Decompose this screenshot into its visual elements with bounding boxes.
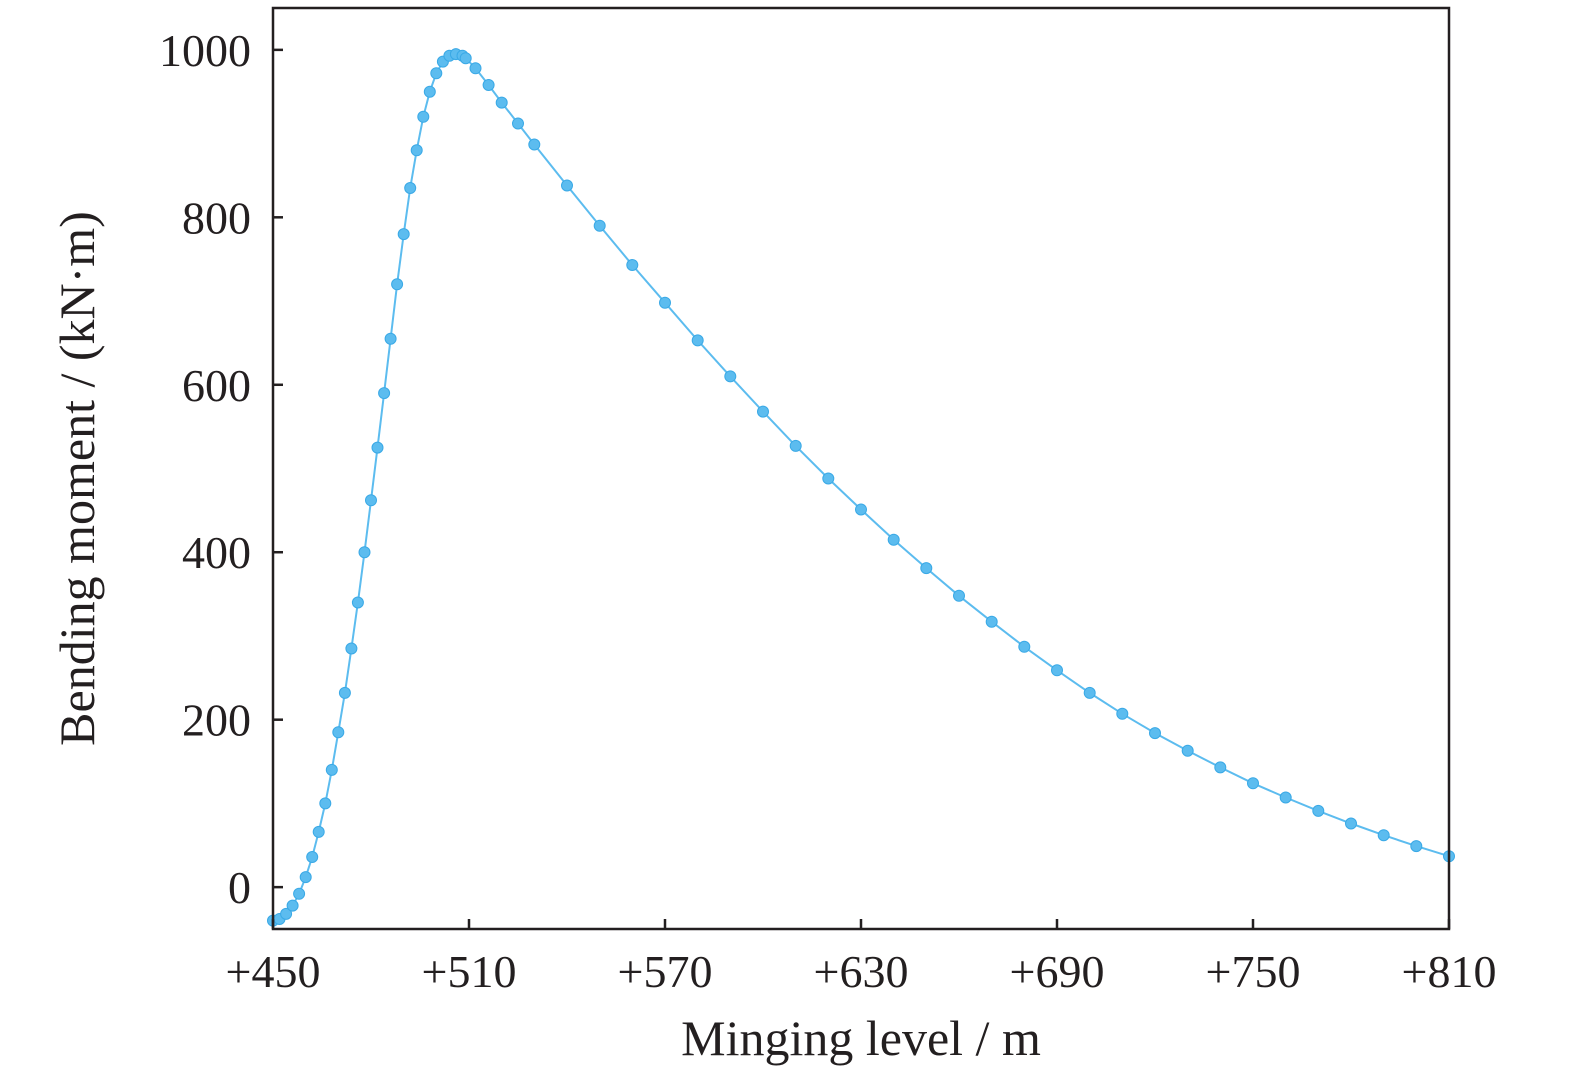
data-point xyxy=(430,67,443,80)
data-point xyxy=(293,887,306,900)
data-point xyxy=(1279,791,1292,804)
data-point xyxy=(345,642,358,655)
data-point xyxy=(423,85,436,98)
data-point xyxy=(397,228,410,241)
data-point xyxy=(332,726,345,739)
data-point xyxy=(855,503,867,516)
data-point xyxy=(280,907,293,920)
data-point xyxy=(1116,707,1129,720)
data-point xyxy=(482,79,495,91)
y-tick-label: 1000 xyxy=(159,25,251,76)
y-tick-label: 800 xyxy=(182,192,251,243)
y-tick-label: 200 xyxy=(182,695,251,746)
data-point xyxy=(1149,727,1161,740)
data-point xyxy=(495,96,508,109)
data-point xyxy=(306,851,319,863)
data-point xyxy=(985,615,998,628)
data-point xyxy=(1083,686,1096,699)
data-point xyxy=(1181,744,1194,757)
data-point xyxy=(378,387,391,400)
ticks-layer xyxy=(271,48,1451,929)
y-axis-title: Bending moment / (kN·m) xyxy=(49,211,105,746)
data-point xyxy=(561,179,573,192)
data-point xyxy=(459,52,472,65)
data-point xyxy=(822,472,835,485)
data-point xyxy=(410,144,423,157)
x-tick-label: +510 xyxy=(422,946,517,997)
data-point xyxy=(338,686,351,699)
data-point xyxy=(384,332,397,345)
data-point xyxy=(593,219,606,232)
data-point xyxy=(351,596,364,609)
x-tick-label: +810 xyxy=(1402,946,1497,997)
x-tick-label: +630 xyxy=(814,946,909,997)
series-line xyxy=(272,53,1450,922)
data-point xyxy=(1214,761,1227,774)
series-layer xyxy=(267,48,1455,927)
data-point xyxy=(1312,804,1325,817)
data-point xyxy=(659,296,671,309)
x-tick-label: +570 xyxy=(618,946,713,997)
data-point xyxy=(887,533,900,546)
data-point xyxy=(920,562,933,575)
data-point xyxy=(404,182,417,194)
tick-labels-layer: +450 +510 +570 +630 +690 +750 +810 0 200 400 600 80… xyxy=(159,25,1496,997)
data-point xyxy=(319,797,332,810)
x-tick-label: +690 xyxy=(1010,946,1105,997)
data-point xyxy=(469,62,482,75)
data-point xyxy=(1051,664,1063,677)
data-point xyxy=(757,405,769,418)
data-point xyxy=(691,334,704,347)
y-tick-label: 0 xyxy=(228,862,251,913)
data-point xyxy=(1018,640,1031,653)
data-point xyxy=(391,278,404,291)
data-point xyxy=(1410,840,1423,853)
data-point xyxy=(512,117,524,130)
data-point xyxy=(371,441,384,454)
data-point xyxy=(312,825,325,838)
data-point xyxy=(1377,829,1390,842)
data-point xyxy=(789,439,802,452)
data-point xyxy=(1345,817,1357,830)
data-point xyxy=(299,871,312,884)
data-point xyxy=(325,763,338,776)
x-axis-title: Minging level / m xyxy=(681,1010,1041,1066)
data-point xyxy=(724,370,737,383)
data-point xyxy=(953,589,965,602)
data-point xyxy=(286,899,299,912)
data-point xyxy=(417,110,430,123)
data-point xyxy=(365,494,377,507)
y-tick-label: 400 xyxy=(182,527,251,578)
data-point xyxy=(528,138,541,151)
x-tick-label: +450 xyxy=(226,946,321,997)
data-point xyxy=(1247,777,1259,790)
data-point xyxy=(626,259,639,271)
y-tick-label: 600 xyxy=(182,360,251,411)
x-tick-label: +750 xyxy=(1206,946,1301,997)
data-point xyxy=(358,546,371,559)
